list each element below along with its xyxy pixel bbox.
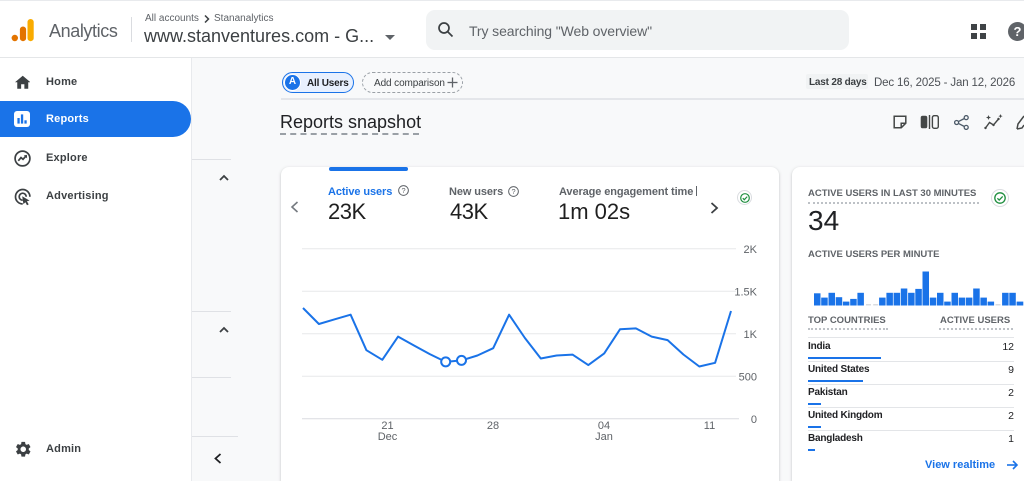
svg-text:0: 0 xyxy=(751,414,757,426)
svg-text:2K: 2K xyxy=(744,244,758,256)
svg-text:1.5K: 1.5K xyxy=(734,286,757,298)
svg-text:04: 04 xyxy=(598,420,610,432)
svg-text:11: 11 xyxy=(704,420,715,432)
svg-text:?: ? xyxy=(401,186,405,195)
svg-text:?: ? xyxy=(511,187,515,196)
svg-text:Jan: Jan xyxy=(595,431,613,443)
svg-text:1K: 1K xyxy=(744,329,758,341)
svg-text:28: 28 xyxy=(487,420,499,432)
svg-text:500: 500 xyxy=(739,371,757,383)
svg-text:21: 21 xyxy=(381,420,393,432)
svg-text:Dec: Dec xyxy=(378,431,398,443)
